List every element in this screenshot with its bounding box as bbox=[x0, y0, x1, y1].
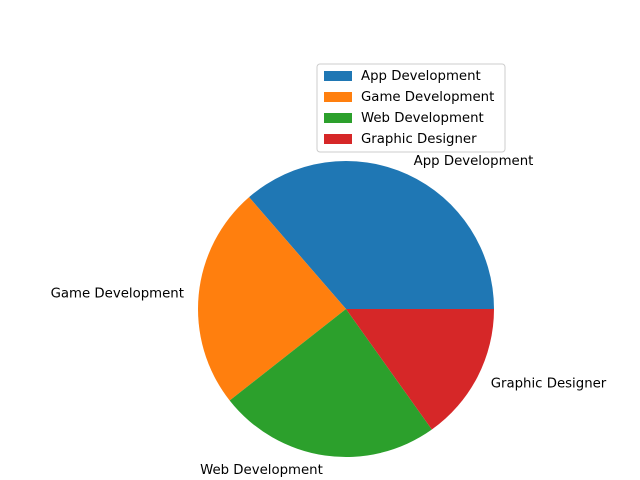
pie-slices bbox=[198, 161, 494, 458]
legend-swatch-graphic-designer bbox=[324, 134, 352, 144]
legend-label-graphic-designer: Graphic Designer bbox=[361, 132, 477, 147]
slice-label-web-development: Web Development bbox=[200, 463, 323, 478]
pie-slice-app-development bbox=[249, 161, 494, 309]
legend-label-app-development: App Development bbox=[361, 69, 481, 84]
pie-slice-game-development bbox=[198, 197, 346, 401]
legend-swatch-game-development bbox=[324, 92, 352, 102]
pie-slice-web-development bbox=[229, 309, 432, 458]
legend-swatch-web-development bbox=[324, 113, 352, 123]
legend-swatch-app-development bbox=[324, 71, 352, 81]
pie-labels: App Development Game Development Web Devel… bbox=[51, 154, 607, 478]
slice-label-app-development: App Development bbox=[414, 154, 534, 169]
legend-label-web-development: Web Development bbox=[361, 111, 484, 126]
legend-frame bbox=[316, 63, 506, 153]
legend: App Development Game Development Web Devel… bbox=[316, 63, 506, 153]
pie-slice-graphic-designer bbox=[346, 309, 494, 430]
legend-label-game-development: Game Development bbox=[361, 90, 494, 105]
slice-label-graphic-designer: Graphic Designer bbox=[491, 377, 607, 392]
slice-label-game-development: Game Development bbox=[51, 287, 184, 302]
